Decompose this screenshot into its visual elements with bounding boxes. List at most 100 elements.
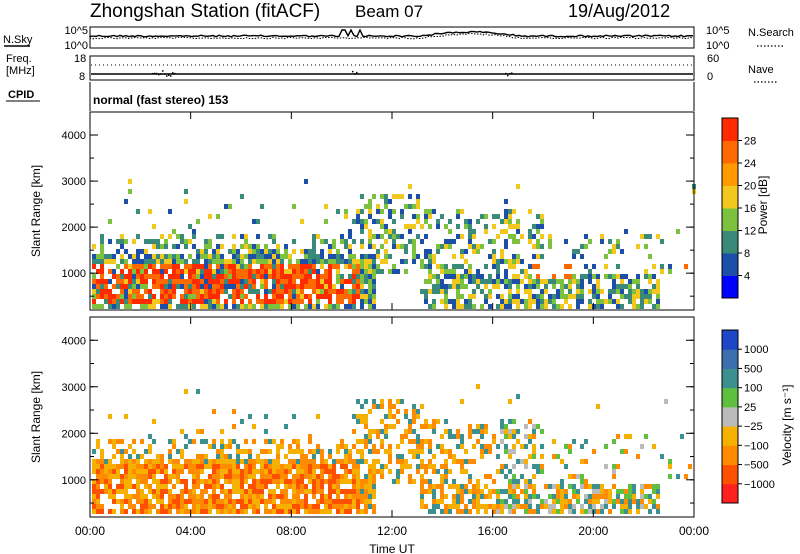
heatmap-cell (588, 484, 592, 489)
heatmap-cell (216, 214, 220, 219)
heatmap-cell (504, 219, 508, 224)
heatmap-cell (248, 454, 252, 459)
heatmap-cell (368, 204, 372, 209)
heatmap-cell (476, 484, 480, 489)
heatmap-cell (276, 504, 280, 509)
heatmap-cell (484, 504, 488, 509)
heatmap-cell (356, 294, 360, 299)
heatmap-cell (232, 499, 236, 504)
heatmap-cell (228, 444, 232, 449)
heatmap-cell (240, 459, 244, 464)
heatmap-cell (228, 459, 232, 464)
heatmap-cell (432, 424, 436, 429)
heatmap-cell (432, 274, 436, 279)
heatmap-cell (236, 294, 240, 299)
colorbar-segment (722, 219, 738, 231)
heatmap-cell (168, 304, 172, 309)
heatmap-cell (664, 399, 668, 404)
heatmap-cell (640, 499, 644, 504)
heatmap-cell (204, 439, 208, 444)
heatmap-cell (536, 424, 540, 429)
heatmap-cell (184, 289, 188, 294)
heatmap-cell (504, 474, 508, 479)
heatmap-cell (104, 299, 108, 304)
heatmap-cell (260, 304, 264, 309)
heatmap-cell (308, 249, 312, 254)
heatmap-cell (132, 264, 136, 269)
heatmap-cell (256, 489, 260, 494)
heatmap-cell (356, 484, 360, 489)
heatmap-cell (344, 244, 348, 249)
heatmap-cell (616, 239, 620, 244)
heatmap-cell (380, 404, 384, 409)
heatmap-cell (144, 269, 148, 274)
freq-scatter-point (160, 73, 162, 75)
heatmap-cell (344, 239, 348, 244)
heatmap-cell (632, 299, 636, 304)
heatmap-cell (444, 459, 448, 464)
heatmap-cell (168, 449, 172, 454)
heatmap-cell (508, 494, 512, 499)
heatmap-cell (136, 249, 140, 254)
heatmap-cell (348, 304, 352, 309)
heatmap-cell (96, 504, 100, 509)
heatmap-cell (108, 489, 112, 494)
heatmap-cell (580, 459, 584, 464)
heatmap-cell (488, 449, 492, 454)
heatmap-cell (276, 264, 280, 269)
heatmap-cell (312, 264, 316, 269)
heatmap-cell (108, 269, 112, 274)
heatmap-cell (496, 469, 500, 474)
heatmap-cell (552, 504, 556, 509)
heatmap-cell (652, 484, 656, 489)
heatmap-cell (240, 194, 244, 199)
heatmap-cell (444, 504, 448, 509)
heatmap-cell (580, 279, 584, 284)
heatmap-cell (260, 249, 264, 254)
heatmap-cell (264, 274, 268, 279)
heatmap-cell (128, 299, 132, 304)
heatmap-cell (336, 269, 340, 274)
heatmap-cell (280, 509, 284, 514)
heatmap-cell (588, 239, 592, 244)
heatmap-cell (436, 249, 440, 254)
colorbar-segment (722, 253, 738, 265)
heatmap-cell (292, 484, 296, 489)
heatmap-cell (408, 229, 412, 234)
heatmap-cell (512, 299, 516, 304)
heatmap-cell (432, 499, 436, 504)
heatmap-cell (468, 424, 472, 429)
heatmap-cell (364, 479, 368, 484)
heatmap-cell (248, 269, 252, 274)
colorbar-segment (722, 196, 738, 209)
heatmap-cell (304, 249, 308, 254)
heatmap-cell (220, 254, 224, 259)
heatmap-cell (504, 444, 508, 449)
heatmap-cell (280, 439, 284, 444)
heatmap-cell (120, 489, 124, 494)
heatmap-cell (392, 479, 396, 484)
heatmap-cell (612, 284, 616, 289)
heatmap-cell (364, 424, 368, 429)
heatmap-cell (368, 279, 372, 284)
heatmap-cell (132, 474, 136, 479)
heatmap-cell (196, 504, 200, 509)
heatmap-cell (540, 244, 544, 249)
heatmap-cell (348, 279, 352, 284)
heatmap-cell (408, 224, 412, 229)
heatmap-cell (328, 494, 332, 499)
heatmap-cell (356, 279, 360, 284)
heatmap-cell (464, 484, 468, 489)
heatmap-cell (316, 414, 320, 419)
heatmap-cell (236, 264, 240, 269)
heatmap-cell (540, 234, 544, 239)
heatmap-cell (648, 234, 652, 239)
heatmap-cell (368, 474, 372, 479)
heatmap-cell (448, 229, 452, 234)
heatmap-cell (236, 304, 240, 309)
heatmap-cell (168, 284, 172, 289)
heatmap-cell (108, 484, 112, 489)
heatmap-cell (320, 479, 324, 484)
heatmap-cell (512, 419, 516, 424)
heatmap-cell (388, 254, 392, 259)
